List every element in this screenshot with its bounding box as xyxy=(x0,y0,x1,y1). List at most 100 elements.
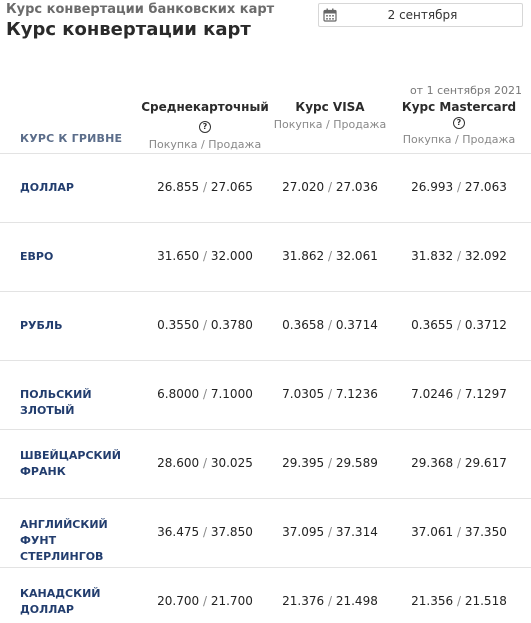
column-subtitle: Покупка / Продажа xyxy=(273,118,387,131)
buy-rate: 37.061 xyxy=(411,524,454,539)
currency-name: АНГЛИЙСКИЙ ФУНТ xyxy=(20,517,108,547)
currency-label: ПОЛЬСКИЙ ЗЛОТЫЙ xyxy=(20,387,135,419)
sell-rate: 21.700 xyxy=(210,593,253,608)
column-subtitle: Покупка / Продажа xyxy=(148,138,262,151)
rate-separator: / xyxy=(202,593,208,608)
rate-cell: 21.376 / 21.498 xyxy=(265,594,395,608)
page-title: Курс конвертации карт xyxy=(6,19,251,40)
sell-rate: 21.498 xyxy=(335,593,378,608)
rate-cell: 31.832 / 32.092 xyxy=(394,249,524,263)
rate-separator: / xyxy=(456,248,462,263)
sell-rate: 0.3714 xyxy=(335,317,378,332)
buy-rate: 20.700 xyxy=(157,593,200,608)
sell-rate: 27.036 xyxy=(335,179,378,194)
help-icon[interactable]: ? xyxy=(453,116,465,129)
sell-rate: 30.025 xyxy=(210,455,253,470)
sell-rate: 7.1297 xyxy=(464,386,507,401)
buy-rate: 6.8000 xyxy=(157,386,200,401)
currency-label: РУБЛЬ xyxy=(20,318,135,334)
sell-rate: 7.1236 xyxy=(335,386,378,401)
buy-rate: 0.3658 xyxy=(282,317,325,332)
rate-separator: / xyxy=(456,179,462,194)
column-header-visa: Курс VISA Покупка / Продажа xyxy=(265,100,395,132)
buy-rate: 28.600 xyxy=(157,455,200,470)
rate-cell: 6.8000 / 7.1000 xyxy=(140,387,270,401)
rate-separator: / xyxy=(202,386,208,401)
currency-name-line2: ФРАНК xyxy=(20,464,66,478)
header-divider xyxy=(0,153,531,154)
buy-rate: 31.862 xyxy=(282,248,325,263)
row-header-label: КУРС К ГРИВНЕ xyxy=(20,132,123,145)
date-value: 2 сентября xyxy=(387,8,458,22)
buy-rate: 7.0246 xyxy=(411,386,454,401)
rate-separator: / xyxy=(327,317,333,332)
currency-name-line2: ДОЛЛАР xyxy=(20,602,74,616)
row-divider xyxy=(0,429,531,430)
sell-rate: 37.314 xyxy=(335,524,378,539)
buy-rate: 37.095 xyxy=(282,524,325,539)
date-picker[interactable]: 2 сентября xyxy=(318,3,523,27)
rate-separator: / xyxy=(456,524,462,539)
rate-cell: 7.0246 / 7.1297 xyxy=(394,387,524,401)
buy-rate: 26.993 xyxy=(411,179,454,194)
rate-cell: 27.020 / 27.036 xyxy=(265,180,395,194)
rate-cell: 31.650 / 32.000 xyxy=(140,249,270,263)
rate-separator: / xyxy=(202,248,208,263)
buy-rate: 36.475 xyxy=(157,524,200,539)
buy-rate: 29.368 xyxy=(411,455,454,470)
rate-separator: / xyxy=(327,386,333,401)
sell-rate: 29.589 xyxy=(335,455,378,470)
column-title: Курс VISA xyxy=(295,100,365,114)
currency-label: ЕВРО xyxy=(20,249,135,265)
rate-separator: / xyxy=(327,179,333,194)
sell-rate: 32.092 xyxy=(464,248,507,263)
currency-name-line2: СТЕРЛИНГОВ xyxy=(20,549,104,563)
buy-rate: 0.3655 xyxy=(411,317,454,332)
sell-rate: 0.3780 xyxy=(210,317,253,332)
row-divider xyxy=(0,360,531,361)
rate-cell: 0.3658 / 0.3714 xyxy=(265,318,395,332)
calendar-icon xyxy=(323,8,337,22)
rate-separator: / xyxy=(456,455,462,470)
sell-rate: 27.065 xyxy=(210,179,253,194)
column-title: Курс Mastercard xyxy=(401,100,517,114)
currency-name: ПОЛЬСКИЙ ЗЛОТЫЙ xyxy=(20,387,92,417)
row-divider xyxy=(0,291,531,292)
buy-rate: 31.650 xyxy=(157,248,200,263)
row-divider xyxy=(0,498,531,499)
rate-cell: 29.368 / 29.617 xyxy=(394,456,524,470)
sell-rate: 21.518 xyxy=(464,593,507,608)
rate-cell: 0.3550 / 0.3780 xyxy=(140,318,270,332)
buy-rate: 31.832 xyxy=(411,248,454,263)
rate-separator: / xyxy=(327,455,333,470)
buy-rate: 21.356 xyxy=(411,593,454,608)
row-divider xyxy=(0,222,531,223)
rate-separator: / xyxy=(456,386,462,401)
row-divider xyxy=(0,567,531,568)
rate-separator: / xyxy=(456,593,462,608)
column-subtitle: Покупка / Продажа xyxy=(402,133,516,146)
buy-rate: 7.0305 xyxy=(282,386,325,401)
rate-cell: 31.862 / 32.061 xyxy=(265,249,395,263)
rate-separator: / xyxy=(327,524,333,539)
sell-rate: 37.850 xyxy=(210,524,253,539)
sell-rate: 27.063 xyxy=(464,179,507,194)
rate-cell: 37.061 / 37.350 xyxy=(394,525,524,539)
rate-separator: / xyxy=(202,524,208,539)
rate-cell: 0.3655 / 0.3712 xyxy=(394,318,524,332)
currency-label: АНГЛИЙСКИЙ ФУНТ СТЕРЛИНГОВ xyxy=(20,517,135,565)
rate-separator: / xyxy=(202,455,208,470)
sell-rate: 32.000 xyxy=(210,248,253,263)
rate-cell: 20.700 / 21.700 xyxy=(140,594,270,608)
help-icon[interactable]: ? xyxy=(199,120,211,133)
page-header: Курс конвертации банковских карт Курс ко… xyxy=(6,2,274,41)
currency-name: РУБЛЬ xyxy=(20,318,63,332)
rate-separator: / xyxy=(456,317,462,332)
rate-cell: 36.475 / 37.850 xyxy=(140,525,270,539)
currency-label: ШВЕЙЦАРСКИЙ ФРАНК xyxy=(20,448,135,480)
sell-rate: 37.350 xyxy=(464,524,507,539)
currency-name: КАНАДСКИЙ xyxy=(20,586,101,600)
rate-cell: 28.600 / 30.025 xyxy=(140,456,270,470)
sell-rate: 7.1000 xyxy=(210,386,253,401)
buy-rate: 21.376 xyxy=(282,593,325,608)
